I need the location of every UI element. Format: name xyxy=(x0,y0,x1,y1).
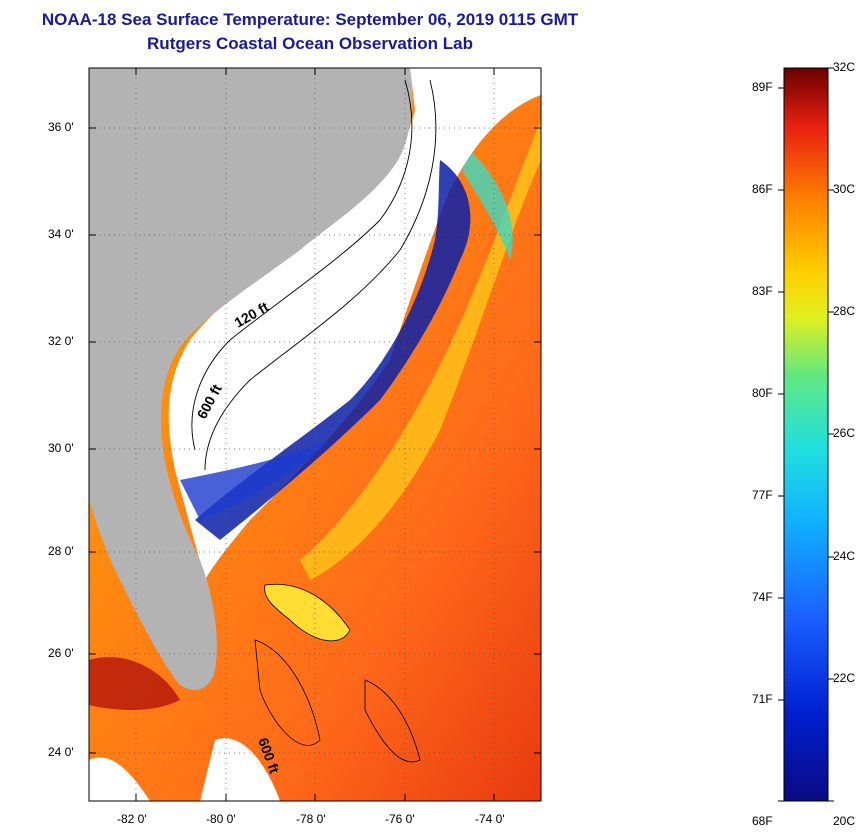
bahamas-bank-east xyxy=(364,679,421,763)
lat-label-32: 32 0' xyxy=(48,334,74,348)
lon-label-74: -74 0' xyxy=(475,812,505,826)
map-subtitle: Rutgers Coastal Ocean Observation Lab xyxy=(147,34,473,53)
cool-eddy xyxy=(462,150,513,260)
colorbar-c-label: 22C xyxy=(833,671,856,685)
colorbar-f-label: 80F xyxy=(752,386,773,400)
lon-label-78: -78 0' xyxy=(296,812,326,826)
colorbar-c-label: 26C xyxy=(833,426,856,440)
colorbar-gradient xyxy=(783,67,829,802)
cloud-region xyxy=(168,68,541,580)
cloud-patch-s xyxy=(200,738,280,801)
bahamas-bank-north xyxy=(264,583,351,642)
map-title: NOAA-18 Sea Surface Temperature: Septemb… xyxy=(41,10,579,29)
colorbar-c-label: 30C xyxy=(833,182,856,196)
lon-label-82: -82 0' xyxy=(117,812,147,826)
axis-ticks xyxy=(89,68,541,801)
colorbar-c-label: 32C xyxy=(833,60,856,74)
warm-pocket xyxy=(89,656,180,710)
lon-label-76: -76 0' xyxy=(385,812,415,826)
colorbar-c-label: 24C xyxy=(833,549,856,563)
colorbar-f-label: 71F xyxy=(752,692,773,706)
lat-label-36: 36 0' xyxy=(48,120,74,134)
colorbar-f-label: 68F xyxy=(752,814,773,828)
colorbar-f-label: 86F xyxy=(752,182,773,196)
colorbar-f-label: 74F xyxy=(752,590,773,604)
contour-120ft xyxy=(191,79,413,451)
bahamas-bank-south xyxy=(254,639,321,746)
colorbar-c-label: 20C xyxy=(833,814,856,828)
lat-label-24: 24 0' xyxy=(48,745,74,759)
cold-band-south xyxy=(180,440,330,520)
lat-label-26: 26 0' xyxy=(48,646,74,660)
colorbar-f-label: 83F xyxy=(752,284,773,298)
lat-label-30: 30 0' xyxy=(48,441,74,455)
lat-label-34: 34 0' xyxy=(48,227,74,241)
colorbar-c-label: 28C xyxy=(833,304,856,318)
colorbar-f-label: 89F xyxy=(752,80,773,94)
colorbar-f-label: 77F xyxy=(752,488,773,502)
lon-label-80: -80 0' xyxy=(206,812,236,826)
land-mainland xyxy=(89,68,413,690)
contour-600ft xyxy=(204,79,437,471)
colorbar-ticks xyxy=(778,67,834,802)
graticule xyxy=(89,68,541,801)
cloud-patch-sw xyxy=(89,757,150,801)
lat-label-28: 28 0' xyxy=(48,544,74,558)
